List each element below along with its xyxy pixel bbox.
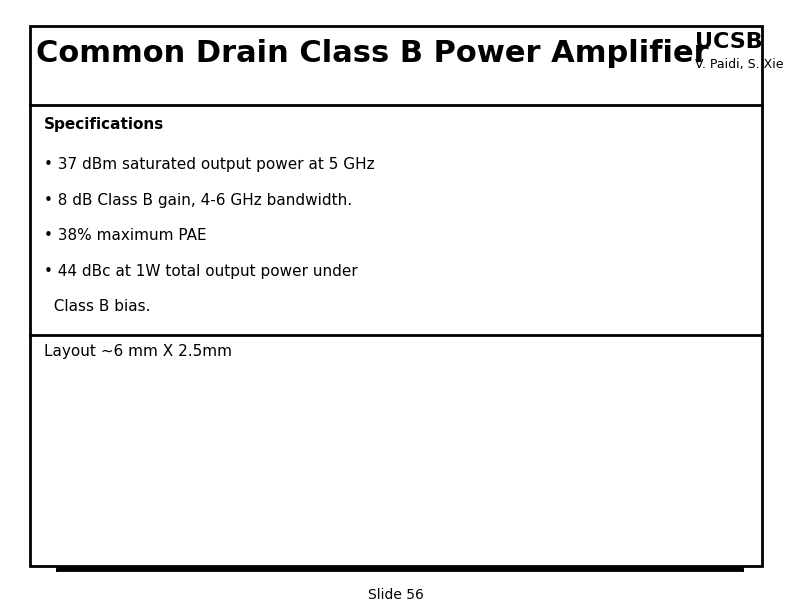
Text: • 37 dBm saturated output power at 5 GHz: • 37 dBm saturated output power at 5 GHz [44, 157, 374, 172]
Bar [370, 455, 388, 463]
Text: • 8 dB Class B gain, 4-6 GHz bandwidth.: • 8 dB Class B gain, 4-6 GHz bandwidth. [44, 193, 352, 207]
Bar [548, 501, 566, 509]
Bar [623, 455, 642, 463]
Bar [418, 455, 436, 463]
Text: Specifications: Specifications [44, 118, 164, 132]
Bar [261, 501, 278, 509]
Bar [370, 409, 388, 417]
Bar [493, 455, 511, 463]
Bar [206, 409, 223, 417]
Bar [206, 455, 223, 463]
Bar [233, 483, 251, 491]
Bar [459, 483, 477, 491]
Bar [85, 430, 122, 459]
Bar [390, 444, 409, 452]
Text: Class B bias.: Class B bias. [44, 299, 150, 314]
Bar [144, 501, 162, 509]
Bar [185, 483, 203, 491]
Bar [548, 409, 566, 417]
Bar [206, 501, 223, 509]
Bar [623, 409, 642, 417]
Bar [514, 433, 531, 441]
Bar [144, 409, 162, 417]
Bar [343, 483, 360, 491]
Bar [343, 433, 360, 441]
Bar [261, 409, 278, 417]
Bar [548, 455, 566, 463]
Bar [233, 444, 251, 452]
Bar [459, 444, 477, 452]
Bar [390, 433, 409, 441]
Bar [390, 464, 409, 472]
Text: Common Drain Class B Power Amplifier: Common Drain Class B Power Amplifier [36, 39, 709, 67]
Bar [390, 483, 409, 491]
Text: V. Paidi, S. Xie: V. Paidi, S. Xie [695, 58, 784, 70]
Text: Slide 56: Slide 56 [368, 588, 424, 602]
Bar [261, 455, 278, 463]
Bar [343, 444, 360, 452]
Bar [514, 444, 531, 452]
Polygon shape [667, 433, 708, 455]
Bar [144, 455, 162, 463]
Text: • 44 dBc at 1W total output power under: • 44 dBc at 1W total output power under [44, 264, 357, 278]
Bar [233, 433, 251, 441]
Bar [459, 433, 477, 441]
Bar [302, 455, 319, 463]
Bar [233, 464, 251, 472]
Bar [623, 501, 642, 509]
Bar [185, 444, 203, 452]
Bar [514, 483, 531, 491]
Bar [432, 455, 450, 463]
Bar [514, 464, 531, 472]
Bar [370, 501, 388, 509]
Text: UCSB: UCSB [695, 32, 763, 52]
Bar [185, 464, 203, 472]
Text: • 38% maximum PAE: • 38% maximum PAE [44, 228, 206, 243]
Bar [459, 464, 477, 472]
Bar [185, 433, 203, 441]
Bar [493, 501, 511, 509]
Bar [343, 464, 360, 472]
Text: Layout ~6 mm X 2.5mm: Layout ~6 mm X 2.5mm [44, 344, 231, 359]
